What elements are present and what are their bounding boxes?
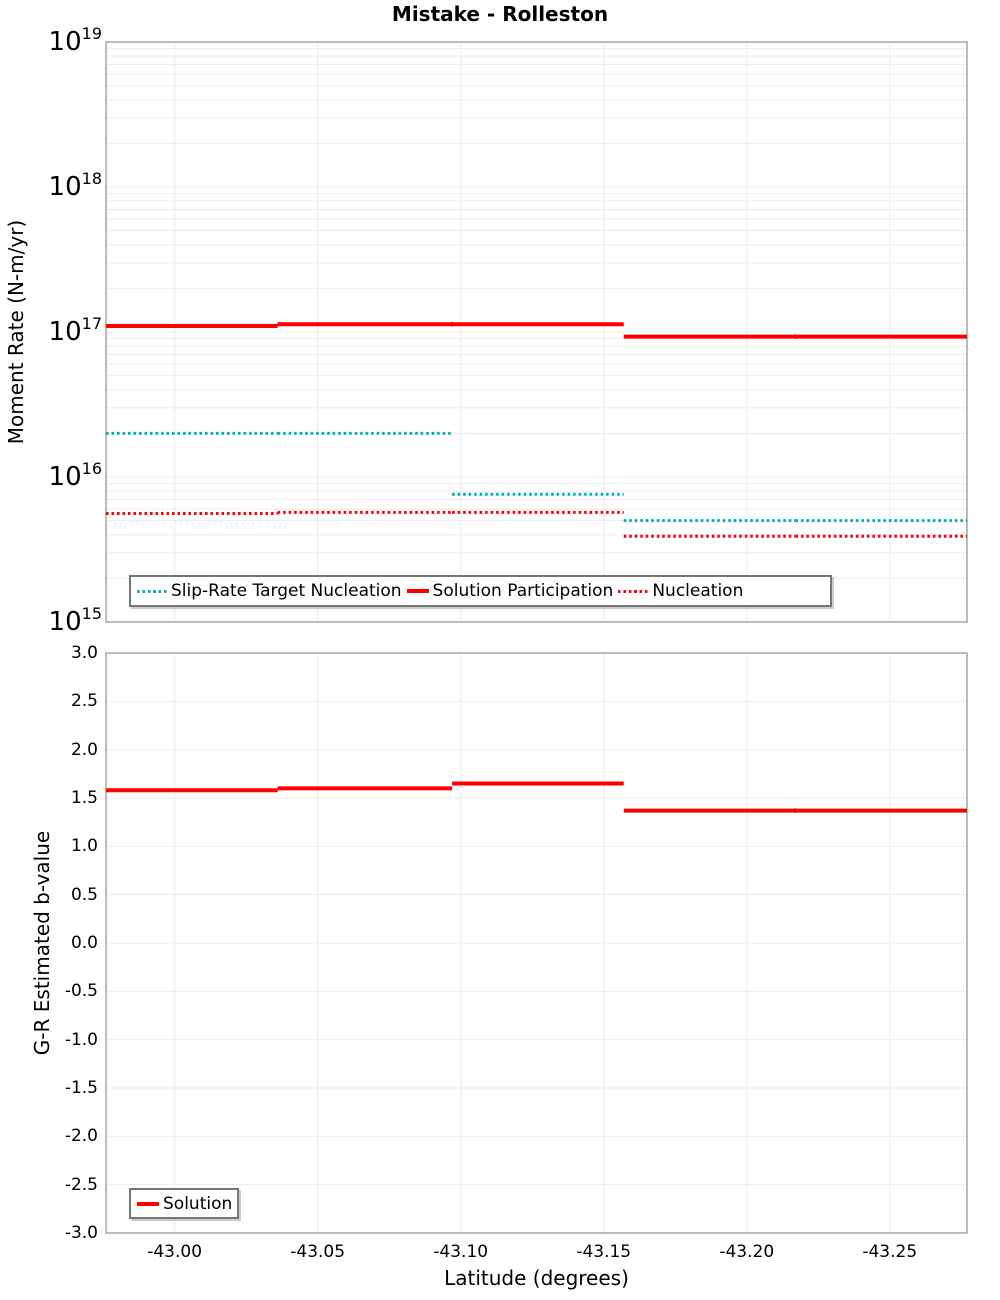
bvalue-y-tick-label: -1.5 (64, 1078, 98, 1098)
legend-label: Slip-Rate Target Nucleation (171, 581, 402, 601)
bvalue-y-tick-label: 3.0 (70, 643, 98, 663)
latitude-x-tick-label: -43.25 (862, 1242, 918, 1262)
legend-item-slip-rate-target-nucleation: Slip-Rate Target Nucleation (137, 581, 402, 601)
legend-item-solution: Solution (137, 1194, 232, 1214)
bvalue-y-tick-label: 0.0 (70, 933, 98, 953)
latitude-x-tick-label: -43.00 (147, 1242, 203, 1262)
moment-rate-y-tick-label: 1017 (48, 314, 102, 348)
top-panel-legend: Slip-Rate Target Nucleation Solution Par… (129, 575, 832, 607)
latitude-x-tick-label: -43.05 (290, 1242, 346, 1262)
x-axis-title: Latitude (degrees) (444, 1266, 629, 1290)
bottom-y-axis-title: G-R Estimated b-value (30, 830, 54, 1056)
figure-title: Mistake - Rolleston (391, 2, 609, 26)
bvalue-y-tick-label: -0.5 (64, 981, 98, 1002)
bvalue-y-tick-label: -3.0 (64, 1223, 98, 1243)
moment-rate-y-tick-label: 1019 (48, 24, 102, 58)
latitude-x-tick-label: -43.10 (433, 1242, 489, 1262)
moment-rate-y-tick-label: 1016 (48, 459, 102, 493)
moment-rate-y-tick-label: 1018 (48, 169, 102, 203)
bvalue-y-tick-label: 2.5 (70, 691, 98, 712)
latitude-x-tick-label: -43.20 (719, 1242, 775, 1262)
legend-label: Nucleation (652, 581, 744, 601)
bvalue-y-tick-label: 1.5 (70, 788, 98, 808)
bvalue-y-tick-label: 2.0 (70, 739, 98, 760)
bottom-panel-legend: Solution (129, 1188, 239, 1219)
legend-label: Solution Participation (432, 581, 614, 601)
latitude-x-tick-label: -43.15 (576, 1242, 632, 1262)
teal-dotted-line-swatch-icon (137, 589, 167, 593)
red-solid-line-swatch-icon (137, 1201, 159, 1206)
legend-label: Solution (163, 1193, 233, 1214)
red-solid-line-swatch-icon (406, 589, 429, 593)
bvalue-y-tick-label: -1.0 (64, 1029, 98, 1050)
bvalue-y-tick-label: 1.0 (70, 836, 98, 857)
bvalue-y-tick-label: 0.5 (70, 884, 98, 905)
bvalue-y-tick-label: -2.5 (64, 1174, 98, 1195)
red-dotted-line-swatch-icon (618, 589, 649, 593)
bvalue-y-tick-label: -2.0 (64, 1126, 98, 1147)
legend-item-solution-participation: Solution Participation (406, 581, 614, 601)
top-y-axis-title: Moment Rate (N-m/yr) (4, 219, 28, 445)
legend-item-nucleation: Nucleation (618, 581, 743, 601)
moment-rate-y-tick-label: 1015 (48, 604, 102, 638)
